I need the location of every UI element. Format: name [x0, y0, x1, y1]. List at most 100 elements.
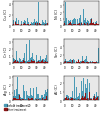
Bar [98, 96, 99, 101]
Bar [95, 62, 96, 63]
Bar [83, 10, 84, 26]
Bar [46, 55, 47, 63]
Bar [20, 99, 21, 101]
Bar [71, 24, 72, 26]
Bar [84, 21, 85, 26]
Bar [31, 95, 32, 101]
Bar [72, 21, 73, 26]
Bar [69, 98, 70, 101]
Bar [91, 19, 92, 26]
Bar [84, 23, 85, 26]
Bar [88, 98, 89, 101]
Bar [67, 95, 68, 101]
Bar [44, 24, 45, 26]
Bar [82, 91, 83, 101]
Bar [15, 22, 16, 26]
Bar [77, 20, 78, 26]
Bar [98, 25, 99, 26]
Bar [85, 25, 86, 26]
Bar [95, 97, 96, 101]
Bar [81, 62, 82, 63]
Bar [81, 24, 82, 26]
Bar [95, 23, 96, 26]
Y-axis label: Al (C): Al (C) [55, 84, 59, 93]
Bar [87, 21, 88, 26]
Bar [47, 61, 48, 63]
Bar [66, 62, 67, 63]
Bar [92, 24, 93, 26]
Bar [19, 25, 20, 26]
Bar [64, 61, 65, 63]
Bar [24, 53, 25, 63]
Bar [64, 22, 65, 26]
Bar [79, 95, 80, 101]
Bar [92, 62, 93, 63]
Bar [93, 24, 94, 26]
Bar [74, 78, 75, 101]
Bar [72, 25, 73, 26]
Bar [38, 94, 39, 101]
Bar [46, 97, 47, 101]
Bar [66, 95, 67, 101]
Y-axis label: Cr (C): Cr (C) [4, 46, 8, 57]
Bar [98, 25, 99, 26]
Bar [29, 62, 30, 63]
Bar [24, 21, 25, 26]
Bar [73, 25, 74, 26]
Bar [42, 61, 43, 63]
Bar [39, 24, 40, 26]
Bar [47, 24, 48, 26]
Bar [95, 99, 96, 101]
Bar [34, 62, 35, 63]
Bar [94, 62, 95, 63]
Bar [37, 61, 38, 63]
Bar [40, 25, 41, 26]
Bar [84, 97, 85, 101]
Bar [73, 59, 74, 63]
Bar [71, 97, 72, 101]
Bar [45, 59, 46, 63]
Bar [80, 25, 81, 26]
Bar [16, 99, 17, 101]
Bar [24, 91, 25, 101]
Bar [96, 24, 97, 26]
Bar [96, 93, 97, 101]
Bar [85, 18, 86, 26]
Bar [47, 100, 48, 101]
Bar [14, 60, 15, 63]
Bar [34, 20, 35, 26]
Bar [83, 62, 84, 63]
Bar [15, 23, 16, 26]
Bar [25, 98, 26, 101]
Bar [19, 95, 20, 101]
Bar [64, 23, 65, 26]
Bar [68, 97, 69, 101]
Bar [32, 62, 33, 63]
Bar [25, 62, 26, 63]
Bar [94, 25, 95, 26]
Bar [81, 23, 82, 26]
Bar [46, 99, 47, 101]
Bar [79, 25, 80, 26]
Bar [74, 25, 75, 26]
Bar [20, 97, 21, 101]
Bar [21, 22, 22, 26]
Bar [93, 62, 94, 63]
Bar [87, 61, 88, 63]
Bar [67, 99, 68, 101]
Bar [36, 62, 37, 63]
Bar [33, 100, 34, 101]
Bar [69, 62, 70, 63]
Bar [34, 61, 35, 63]
Bar [78, 97, 79, 101]
Bar [78, 24, 79, 26]
Bar [42, 98, 43, 101]
Bar [34, 100, 35, 101]
Bar [29, 96, 30, 101]
Bar [25, 97, 26, 101]
Bar [14, 98, 15, 101]
Bar [69, 60, 70, 63]
Bar [30, 25, 31, 26]
Bar [44, 99, 45, 101]
Bar [24, 62, 25, 63]
